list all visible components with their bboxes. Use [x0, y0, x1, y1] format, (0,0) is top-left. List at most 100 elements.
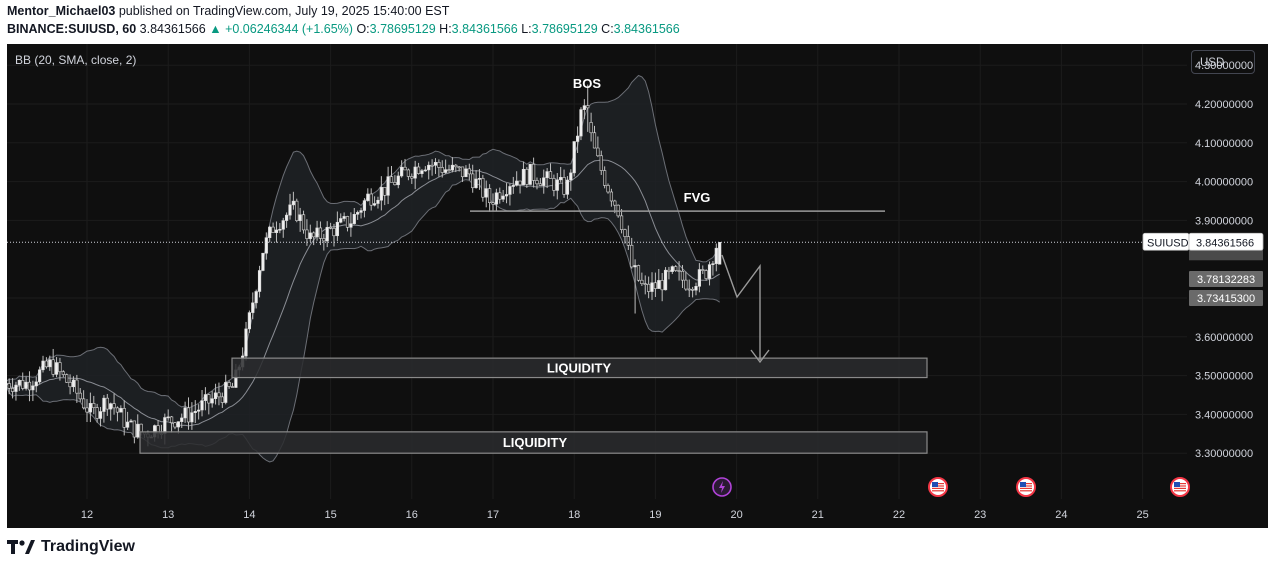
x-tick-label: 25 [1136, 509, 1148, 521]
candle-body [400, 166, 404, 177]
x-tick-label: 17 [487, 509, 499, 521]
candle-body [224, 382, 228, 403]
candle-body [508, 186, 512, 195]
candle-body [677, 270, 681, 272]
current-price-box [1188, 232, 1264, 251]
candle-body [484, 188, 488, 198]
candle-body [569, 172, 573, 181]
x-tick-label: 22 [893, 509, 905, 521]
candle-body [268, 226, 272, 239]
lightning-bolt [719, 481, 725, 493]
candle-body [78, 392, 82, 400]
y-tick-label: 3.60000000 [1195, 332, 1253, 344]
candle-body [609, 191, 614, 202]
candle-body [136, 423, 140, 438]
candle-body [298, 214, 302, 221]
candle-body [345, 216, 350, 228]
flag-stripe [1174, 490, 1186, 492]
candle-body [51, 359, 55, 375]
candle-body [281, 220, 285, 230]
candle-body [660, 280, 664, 291]
candle-body [54, 362, 59, 375]
candle-body [464, 168, 468, 178]
flag-stripe [1020, 490, 1032, 492]
candle-body [288, 204, 292, 216]
candle-body [193, 411, 197, 413]
flag-canton [1174, 482, 1180, 487]
candle-body [112, 403, 116, 409]
candle-body [278, 228, 282, 231]
candle-body [14, 384, 18, 392]
candle-body [575, 135, 580, 142]
candle-body [501, 195, 505, 200]
candle-body [718, 241, 722, 265]
candle-body [579, 109, 583, 137]
candle-body [129, 420, 133, 423]
candle-body [691, 288, 695, 291]
candle-body [203, 394, 208, 401]
indicator-label[interactable]: BB (20, SMA, close, 2) [15, 53, 137, 67]
candle-body [44, 360, 48, 368]
candle-body [494, 192, 498, 205]
candle-body [132, 420, 136, 438]
candle-body [207, 394, 211, 404]
x-tick-label: 21 [812, 509, 824, 521]
high-value: 3.84361566 [451, 22, 518, 36]
candle-body [169, 416, 174, 424]
candle-body [308, 232, 312, 239]
candle-body [687, 288, 691, 291]
candle-body [670, 266, 674, 272]
candle-body [210, 398, 214, 404]
candle-body [230, 386, 235, 388]
candle-body [247, 312, 252, 330]
chart-canvas[interactable]: FVG BOS LIQUIDITY LIQUIDITY 4.30000000 4.2000… [7, 44, 1268, 528]
candle-body [444, 169, 448, 173]
x-tick-label: 24 [1055, 509, 1067, 521]
author-name[interactable]: Mentor_Michael03 [7, 4, 116, 18]
candle-body [562, 177, 566, 195]
candle-body [328, 227, 333, 229]
chart-area[interactable]: FVG BOS LIQUIDITY LIQUIDITY 4.30000000 4.2000… [7, 44, 1268, 528]
candle-body [383, 187, 387, 196]
symbol-tag-label: SUIUSD [1147, 237, 1189, 249]
y-tick-label: 3.90000000 [1195, 215, 1253, 227]
candle-body [653, 282, 657, 289]
publish-info: Mentor_Michael03 published on TradingVie… [7, 4, 449, 18]
candle-body [349, 223, 353, 228]
candle-body [474, 178, 478, 189]
candle-body [342, 216, 346, 219]
candle-body [477, 178, 482, 180]
candle-body [542, 177, 546, 186]
candle-body [366, 193, 370, 201]
candle-body [504, 194, 509, 197]
candle-body [420, 170, 424, 174]
close-value: 3.84361566 [613, 22, 680, 36]
candle-body [427, 164, 431, 171]
candle-body [17, 380, 21, 386]
candle-body [58, 362, 62, 373]
candle-body [515, 180, 519, 186]
candle-body [538, 183, 542, 186]
candle-body [305, 229, 309, 239]
tradingview-logo[interactable]: TradingView [7, 538, 135, 556]
candle-body [38, 369, 42, 383]
candle-body [626, 236, 630, 246]
x-tick-label: 23 [974, 509, 986, 521]
candle-body [565, 179, 570, 195]
candle-body [98, 411, 103, 419]
currency-button[interactable]: USD [1191, 50, 1255, 74]
candle-body [244, 328, 248, 357]
band-value-label: 3.73415300 [1197, 293, 1255, 305]
candle-body [379, 187, 383, 201]
candle-body [623, 229, 627, 237]
candle-body [139, 423, 143, 433]
candle-body [48, 359, 52, 368]
candle-body [251, 302, 255, 313]
candle-body [325, 227, 329, 242]
candle-body [41, 360, 45, 371]
candle-body [200, 400, 204, 411]
candle-body [440, 167, 444, 173]
candle-body [109, 403, 113, 410]
y-tick-label: 3.40000000 [1195, 409, 1253, 421]
candle-body [471, 173, 475, 189]
